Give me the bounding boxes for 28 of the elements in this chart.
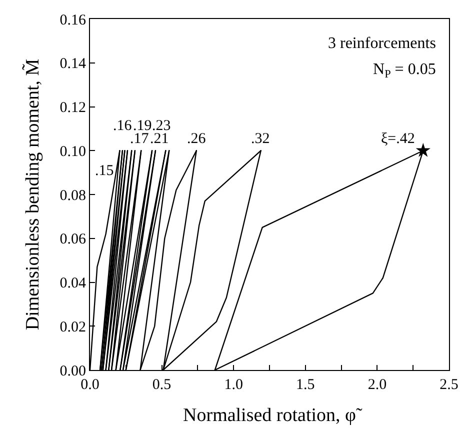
x-axis-title: Normalised rotation, φ̃ (183, 404, 363, 426)
x-tick-label: 1.5 (296, 377, 315, 393)
y-tick-label: 0.12 (60, 100, 86, 116)
series-label: .17 (130, 131, 150, 147)
series-label: .26 (187, 131, 206, 147)
y-tick-label: 0.04 (60, 276, 86, 292)
x-tick-label: 0.5 (152, 377, 172, 393)
series-label: .19 (133, 118, 152, 134)
annotation: 3 reinforcements (328, 35, 436, 52)
y-tick-label: 0.14 (60, 56, 86, 72)
series-label: ξ=.42 (381, 131, 415, 147)
series-label: .21 (150, 131, 169, 147)
annotation: N$_{P}$ = 0.05 (373, 61, 436, 80)
x-tick-label: 0.0 (80, 377, 100, 393)
series-label: .32 (251, 131, 270, 147)
series-label: .15 (95, 163, 114, 179)
x-tick-label: 2.5 (440, 377, 458, 393)
y-tick-label: 0.00 (60, 363, 86, 380)
x-tick-label: 2.0 (368, 377, 387, 393)
x-tick-label: 1.0 (224, 377, 243, 393)
y-tick-label: 0.16 (60, 12, 86, 28)
series-label: .16 (113, 118, 132, 134)
series-label: .23 (152, 118, 171, 134)
y-tick-label: 0.08 (60, 188, 86, 204)
y-tick-label: 0.02 (60, 319, 86, 336)
y-tick-label: 0.10 (60, 144, 86, 160)
y-tick-label: 0.06 (60, 232, 86, 248)
y-axis-title: Dimensionless bending moment, M̃ (22, 58, 44, 330)
